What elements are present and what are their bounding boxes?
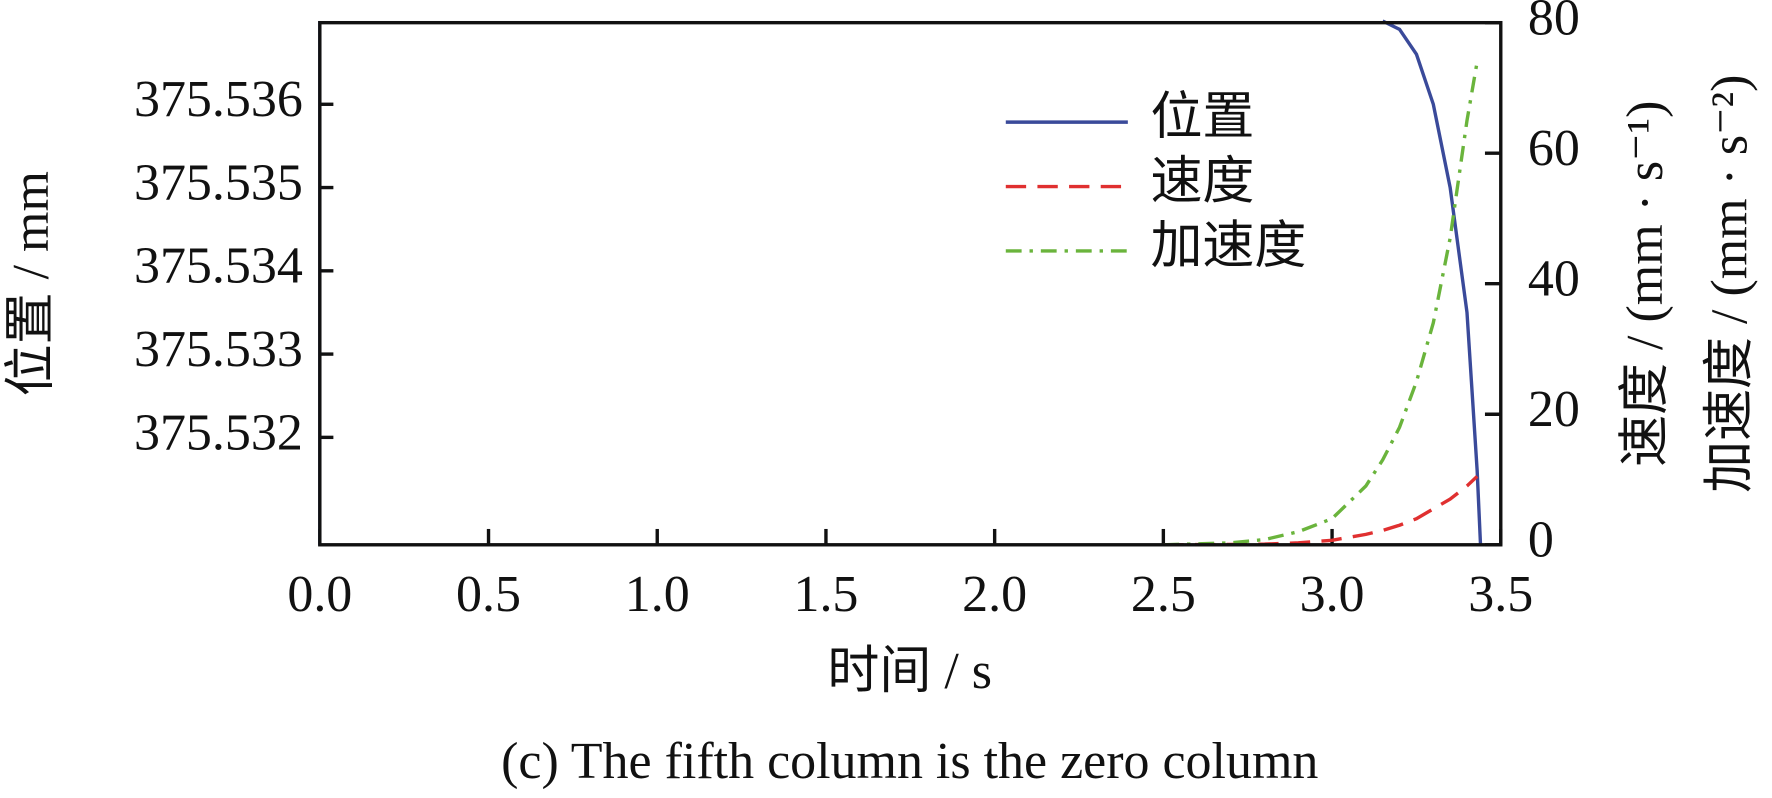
x-tick-label: 1.0: [625, 566, 690, 623]
data-line: [1163, 61, 1479, 547]
legend-label: 加速度: [1150, 218, 1306, 275]
y2-tick-label: 60: [1528, 120, 1580, 177]
chart-title: (c) The fifth column is the zero column: [501, 733, 1318, 790]
x-tick-label: 3.5: [1468, 566, 1533, 623]
data-line: [1163, 475, 1479, 547]
y2-tick-label: 0: [1528, 512, 1554, 569]
legend-label: 位置: [1150, 89, 1254, 146]
plot-frame: [318, 20, 1503, 547]
y2-tick-label: 80: [1528, 0, 1580, 47]
y-tick-label: 375.536: [134, 71, 303, 128]
y2-axis-label: 速度 / (mm · s⁻¹): [1617, 101, 1674, 467]
y2-axis-label: 加速度 / (mm · s⁻²): [1702, 75, 1759, 493]
x-tick-label: 1.5: [793, 566, 858, 623]
x-tick-label: 0.0: [287, 566, 352, 623]
x-tick-label: 2.5: [1131, 566, 1196, 623]
y2-tick-label: 20: [1528, 381, 1580, 438]
x-tick-label: 3.0: [1300, 566, 1365, 623]
y-tick-label: 375.532: [134, 404, 303, 461]
x-axis-label: 时间 / s: [827, 643, 992, 700]
y2-tick-label: 40: [1528, 251, 1580, 308]
y-tick-label: 375.535: [134, 154, 303, 211]
x-tick-label: 0.5: [456, 566, 521, 623]
x-tick-label: 2.0: [962, 566, 1027, 623]
y-axis-label: 位置 / mm: [3, 171, 60, 396]
y-tick-label: 375.533: [134, 321, 303, 378]
legend-label: 速度: [1150, 153, 1254, 210]
y-tick-label: 375.534: [134, 238, 303, 295]
data-line: [318, 19, 1483, 546]
